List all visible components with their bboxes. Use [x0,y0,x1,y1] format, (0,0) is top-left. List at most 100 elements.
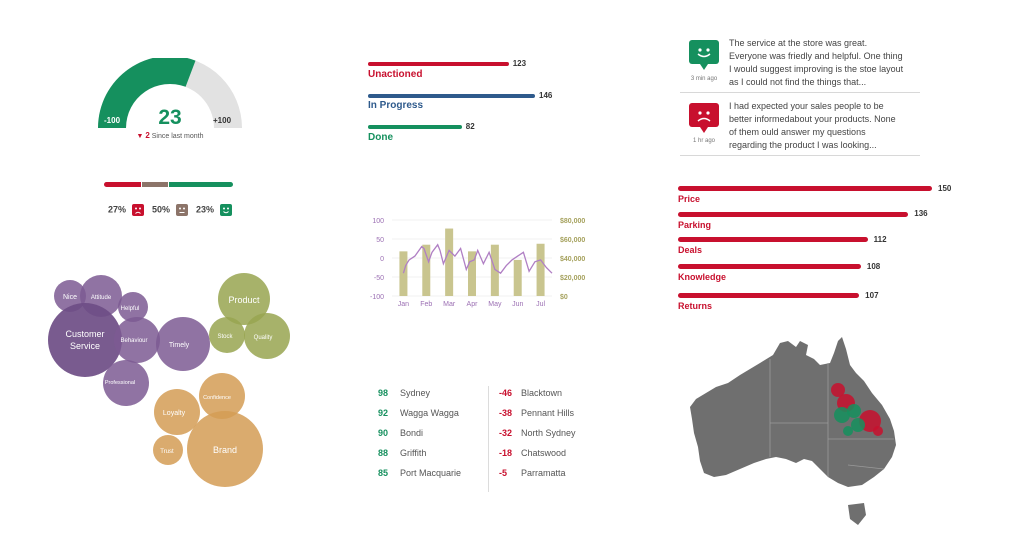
status-bar-in-progress[interactable] [368,94,535,98]
left-axis-tick: -100 [370,294,384,301]
bubble-trust[interactable]: Trust [153,435,183,465]
status-label-done: Done [368,132,393,143]
location-row[interactable]: -38 Pennant Hills [499,408,574,421]
nps-gauge: -100 +100 23 ▼ 2 Since last month [90,55,250,148]
location-row[interactable]: -46 Blacktown [499,388,562,401]
comment-item[interactable]: 1 hr ago I had expected your sales peopl… [680,97,920,155]
gauge-arc [97,55,242,129]
location-row[interactable]: 92 Wagga Wagga [378,408,459,421]
sentiment-bar [104,182,233,187]
comment-time: 3 min ago [690,76,718,82]
topic-bar-parking[interactable] [678,212,909,217]
location-name: Chatswood [521,448,567,458]
topic-bar-knowledge[interactable] [678,264,861,269]
bubble-quality[interactable]: Quality [244,313,290,359]
bubble-customer-service[interactable]: Customer Service [48,303,122,377]
chart-bar [490,244,499,296]
chart-bar [399,251,408,296]
chart-line [402,243,553,275]
topic-bar-price[interactable] [678,186,932,191]
location-row[interactable]: -5 Parramatta [499,468,566,481]
bubble-label-stock: Stock [217,334,233,340]
bubble-label-customer-service: Customer Service [65,329,104,351]
bubble-label-professional: Professional [105,380,135,386]
location-name: Bondi [400,428,424,438]
map-marker[interactable] [843,426,853,436]
topic-bubble-cloud: Nice Attitude Helpful Customer Service Be… [48,273,290,487]
bubble-confidence[interactable]: Confidence [199,373,245,419]
location-row[interactable]: 85 Port Macquarie [378,468,461,481]
bubble-label-timely: Timely [169,342,190,349]
x-axis-tick: Jul [536,301,545,308]
bubble-product[interactable]: Product [218,273,270,325]
bubble-stock[interactable]: Stock [209,317,245,353]
topic-value-returns: 107 [865,291,879,300]
bubble-label-brand: Brand [213,445,237,455]
bubble-professional[interactable]: Professional [103,360,149,406]
map-marker[interactable] [873,426,883,436]
location-name: Wagga Wagga [400,408,459,418]
location-name: Sydney [400,388,431,398]
status-value-done: 82 [465,122,475,131]
left-axis-tick: 50 [376,237,384,244]
bubble-brand[interactable]: Brand [187,411,263,487]
location-score: -46 [499,388,513,398]
sentiment-negative: 27% [108,204,144,216]
bubble-label-quality: Quality [254,335,273,341]
gauge-score: 23 [158,106,182,129]
location-row[interactable]: -32 North Sydney [499,428,576,441]
comment-item[interactable]: 3 min ago The service at the store was g… [680,34,920,92]
sad-face-icon [131,204,144,216]
bubble-timely[interactable]: Timely [156,317,210,371]
sentiment-neutral-pct: 50% [152,204,171,215]
arrow-down-icon: ▼ [136,133,144,140]
gauge-min-label: -100 [104,116,121,125]
topic-value-deals: 112 [873,235,887,244]
map-marker[interactable] [834,407,850,423]
gauge-change-value: 2 [145,131,150,140]
gauge-fill [97,55,196,129]
gauge-change: ▼ 2 Since last month [90,131,250,140]
location-score: -5 [499,468,508,478]
topic-bar-returns[interactable] [678,293,860,298]
top-locations: 98 Sydney 92 Wagga Wagga 90 Bondi 88 Griffit… [378,388,488,488]
location-row[interactable]: 90 Bondi [378,428,423,441]
location-name: Griffith [400,448,427,458]
map-marker[interactable] [831,383,845,397]
x-axis-tick: May [488,301,502,308]
bubble-helpful[interactable]: Helpful [118,292,148,322]
sentiment-negative-pct: 27% [108,204,127,215]
chart-bar [422,244,431,296]
topic-label-parking: Parking [678,220,712,230]
bubble-label-helpful: Helpful [121,306,140,312]
location-score: 85 [378,468,389,478]
status-label-unactioned: Unactioned [368,69,423,80]
topic-ranking: 150 Price 136 Parking 112 Deals 108 Know… [678,182,968,312]
bubble-behaviour[interactable]: Behaviour [114,317,160,363]
chart-bar [536,243,545,296]
map-marker[interactable] [847,404,861,418]
status-panel: 123 Unactioned 146 In Progress 82 Done [368,55,568,145]
location-row[interactable]: 98 Sydney [378,388,430,401]
australia-map [690,337,896,525]
neutral-face-icon [175,204,188,216]
x-axis-tick: Jan [398,301,409,308]
location-row[interactable]: 88 Griffith [378,448,426,461]
bubble-loyalty[interactable]: Loyalty [154,389,200,435]
location-score: -38 [499,408,513,418]
x-axis-tick: Jun [512,301,523,308]
map-marker[interactable] [851,418,865,432]
location-score: 92 [378,408,389,418]
status-label-in-progress: In Progress [368,100,424,111]
status-bar-done[interactable] [368,125,462,129]
happy-face-icon [219,204,232,216]
location-row[interactable]: -18 Chatswood [499,448,566,461]
sentiment-neutral: 50% [152,204,188,216]
topic-label-knowledge: Knowledge [678,272,727,282]
bubble-label-behaviour: Behaviour [120,338,147,344]
status-value-in-progress: 146 [539,91,553,100]
topic-value-knowledge: 108 [866,262,881,271]
status-bar-unactioned[interactable] [368,62,509,66]
location-score: 98 [378,388,389,398]
topic-bar-deals[interactable] [678,237,868,242]
